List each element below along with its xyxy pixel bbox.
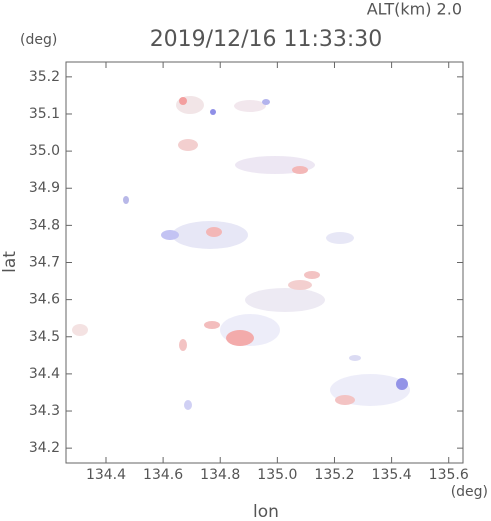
x-tick-label: 135.2: [314, 467, 354, 483]
echo-patches: [72, 96, 410, 410]
x-tick-label: 135.6: [429, 467, 469, 483]
y-tick-label: 35.1: [29, 106, 60, 122]
y-tick-label: 34.7: [29, 255, 60, 271]
y-unit: (deg): [20, 32, 57, 48]
chart-title: 2019/12/16 11:33:30: [150, 27, 383, 52]
y-tick-label: 35.0: [29, 143, 60, 159]
y-tick-label: 34.5: [29, 329, 60, 345]
y-axis-label: lat: [0, 251, 20, 273]
x-axis-label: lon: [253, 502, 279, 521]
x-unit: (deg): [451, 484, 488, 500]
x-tick-label: 134.6: [143, 467, 183, 483]
x-tick-label: 135.4: [372, 467, 412, 483]
plot-frame: [65, 61, 464, 464]
y-tick-label: 34.2: [29, 440, 60, 456]
y-tick-label: 34.6: [29, 292, 60, 308]
y-tick-label: 34.4: [29, 366, 60, 382]
x-tick-label: 135.0: [257, 467, 297, 483]
altitude-label: ALT(km) 2.0: [367, 0, 462, 19]
y-tick-label: 34.3: [29, 403, 60, 419]
y-tick-label: 34.8: [29, 217, 60, 233]
x-tick-label: 134.8: [200, 467, 240, 483]
x-tick-label: 134.4: [86, 467, 126, 483]
y-tick-label: 35.2: [29, 69, 60, 85]
y-tick-label: 34.9: [29, 180, 60, 196]
